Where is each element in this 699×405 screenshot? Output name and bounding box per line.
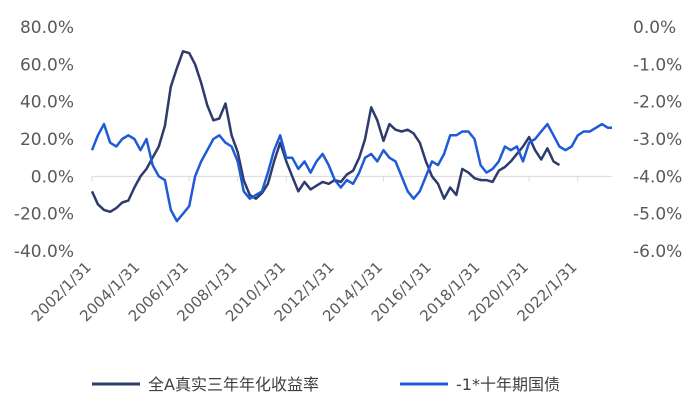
right-y-tick-label: -3.0% <box>633 130 682 150</box>
right-y-tick-label: 0.0% <box>633 18 676 38</box>
series-line-1 <box>90 50 561 214</box>
right-y-tick-label: -4.0% <box>633 167 682 187</box>
right-y-tick-label: -2.0% <box>633 93 682 113</box>
right-y-tick-label: -5.0% <box>633 205 682 225</box>
series-line-2 <box>90 122 612 223</box>
series-layer <box>90 50 612 223</box>
left-y-tick-label: 0.0% <box>31 167 74 187</box>
right-y-tick-label: -6.0% <box>633 242 682 262</box>
left-y-tick-label: -40.0% <box>14 242 74 262</box>
left-y-tick-label: 80.0% <box>20 18 74 38</box>
legend: 全A真实三年年化收益率 -1*十年期国债 <box>92 375 560 394</box>
left-y-tick-label: 20.0% <box>20 130 74 150</box>
left-y-tick-label: -20.0% <box>14 205 74 225</box>
right-y-tick-label: -1.0% <box>633 55 682 75</box>
right-axis-ticks: -6.0% -5.0% -4.0% -3.0% -2.0% -1.0% 0.0% <box>633 18 682 262</box>
x-axis-labels: 2002/1/312004/1/312006/1/312008/1/312010… <box>28 258 581 325</box>
legend-label-series-1: 全A真实三年年化收益率 <box>148 375 319 394</box>
left-axis-ticks: -40.0% -20.0% 0.0% 20.0% 40.0% 60.0% 80.0% <box>14 18 74 262</box>
legend-label-series-2: -1*十年期国债 <box>456 375 560 394</box>
left-y-tick-label: 40.0% <box>20 93 74 113</box>
left-y-tick-label: 60.0% <box>20 55 74 75</box>
